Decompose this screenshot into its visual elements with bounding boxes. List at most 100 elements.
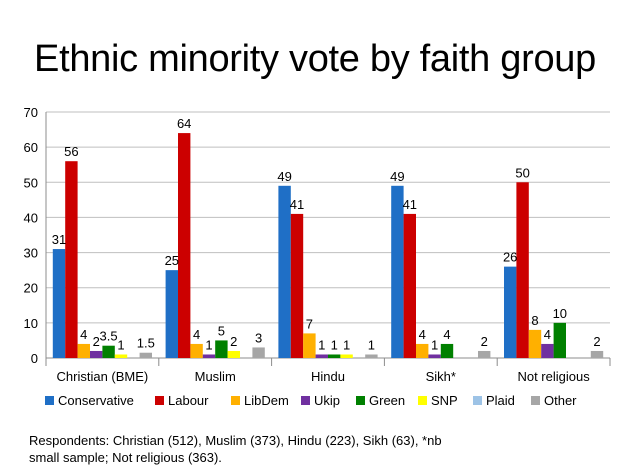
data-label: 26	[503, 250, 517, 265]
y-tick-label: 20	[24, 281, 38, 296]
data-label: 10	[553, 306, 567, 321]
data-label: 41	[403, 197, 417, 212]
category-label: Christian (BME)	[57, 369, 149, 384]
bar-libdem	[303, 333, 316, 358]
data-label: 1	[205, 337, 212, 352]
data-label: 4	[443, 327, 450, 342]
bar-labour	[290, 213, 304, 358]
data-label: 4	[80, 327, 87, 342]
bar-green	[102, 345, 115, 358]
legend-label: Other	[544, 393, 577, 408]
data-label: 1	[117, 337, 124, 352]
bar-green	[328, 354, 341, 358]
data-label: 3	[255, 330, 262, 345]
data-label: 4	[544, 327, 551, 342]
category-label: Sikh*	[426, 369, 456, 384]
data-label: 64	[177, 116, 191, 131]
bar-labour	[516, 182, 529, 358]
legend-swatch	[231, 396, 240, 405]
data-label: 1	[331, 337, 338, 352]
data-label: 3.5	[100, 329, 118, 344]
bar-ukip	[541, 343, 554, 358]
footnote-line-1: Respondents: Christian (512), Muslim (37…	[29, 433, 442, 448]
bar-ukip	[315, 354, 328, 358]
bar-libdem	[528, 329, 542, 358]
data-label: 50	[515, 165, 529, 180]
bar-libdem	[416, 343, 429, 358]
bar-ukip	[428, 354, 441, 358]
category-label: Muslim	[195, 369, 236, 384]
data-label: 4	[419, 327, 426, 342]
bar-other	[139, 352, 152, 358]
chart-title: Ethnic minority vote by faith group	[34, 38, 596, 80]
bar-labour	[178, 133, 191, 358]
legend-swatch	[531, 396, 540, 405]
bar-other	[590, 350, 604, 358]
bar-other	[252, 347, 265, 358]
y-tick-label: 70	[24, 105, 38, 120]
legend-swatch	[155, 396, 164, 405]
bar-conservative	[165, 270, 178, 358]
legend-swatch	[356, 396, 365, 405]
data-label: 2	[593, 334, 600, 349]
data-label: 41	[290, 197, 304, 212]
y-tick-label: 60	[24, 140, 38, 155]
bar-green	[215, 340, 228, 358]
bar-ukip	[202, 354, 216, 358]
bar-labour	[403, 213, 416, 358]
y-tick-label: 0	[31, 351, 38, 366]
bar-libdem	[77, 343, 90, 358]
gridlines	[46, 111, 610, 324]
category-label: Not religious	[517, 369, 590, 384]
legend-label: SNP	[431, 393, 458, 408]
y-tick-label: 40	[24, 210, 38, 225]
data-label: 1	[343, 337, 350, 352]
data-label: 49	[390, 169, 404, 184]
legend: Conservative Labour LibDem Ukip Green SNP Plai…	[45, 393, 577, 408]
data-label: 2	[481, 334, 488, 349]
axes: 0 10 20 30 40 50 60 70 Christian (BME) Muslim Hind…	[24, 105, 611, 384]
data-label: 4	[193, 327, 200, 342]
data-label: 5	[218, 323, 225, 338]
footnote: Respondents: Christian (512), Muslim (37…	[29, 432, 549, 466]
bar-other	[365, 354, 378, 358]
data-label: 1.5	[137, 336, 155, 351]
bar-snp	[340, 354, 353, 358]
data-label: 2	[93, 334, 100, 349]
y-tick-label: 10	[24, 316, 38, 331]
data-label: 1	[431, 337, 438, 352]
legend-label: Labour	[168, 393, 209, 408]
y-tick-label: 30	[24, 246, 38, 261]
bar-ukip	[90, 350, 103, 358]
bar-conservative	[278, 185, 291, 358]
data-label: 56	[64, 144, 78, 159]
legend-label: Conservative	[58, 393, 134, 408]
bar-green	[553, 322, 566, 358]
legend-label: Green	[369, 393, 405, 408]
legend-swatch	[473, 396, 482, 405]
bar-libdem	[190, 343, 203, 358]
bar-conservative	[504, 266, 517, 358]
legend-label: Plaid	[486, 393, 515, 408]
bar-conservative	[52, 249, 66, 358]
bar-labour	[65, 161, 78, 358]
legend-label: LibDem	[244, 393, 289, 408]
data-label: 49	[277, 169, 291, 184]
bar-green	[440, 343, 454, 358]
y-tick-label: 50	[24, 175, 38, 190]
legend-label: Ukip	[314, 393, 340, 408]
data-label: 2	[230, 334, 237, 349]
bar-snp	[114, 354, 128, 358]
legend-swatch	[45, 396, 54, 405]
footnote-line-2: small sample; Not religious (363).	[29, 450, 222, 465]
data-label: 25	[165, 253, 179, 268]
data-label: 8	[531, 313, 538, 328]
data-label: 7	[306, 316, 313, 331]
bar-snp	[227, 350, 240, 358]
data-label: 31	[52, 232, 66, 247]
legend-swatch	[301, 396, 310, 405]
legend-swatch	[418, 396, 427, 405]
data-label: 1	[368, 337, 375, 352]
bar-chart: 0 10 20 30 40 50 60 70 Christian (BME) Muslim Hind…	[24, 105, 611, 408]
